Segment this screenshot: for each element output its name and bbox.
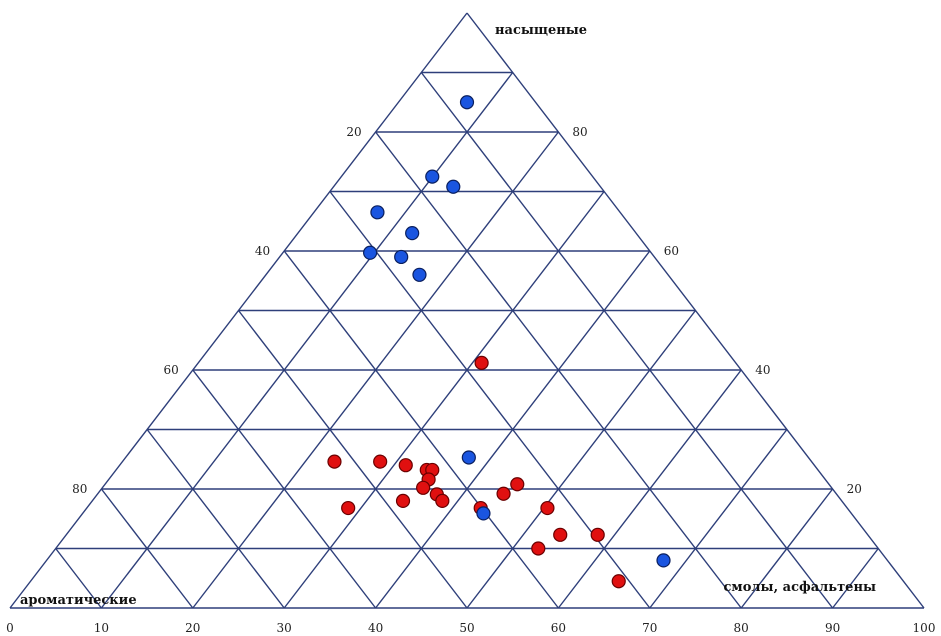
grid-right-parallel-70 [329,191,651,609]
left-tick-label-40: 40 [255,244,270,258]
red-point-8 [435,493,450,508]
blue-point-2 [446,179,461,194]
chart-grid [9,12,925,609]
blue-point-9 [476,506,491,521]
blue-point-3 [370,205,385,220]
grid-left-parallel-90 [832,548,879,609]
grid-left-parallel-50 [466,310,697,609]
red-point-14 [540,500,555,516]
grid-right-parallel-20 [100,488,194,609]
right-tick-label-20: 20 [847,482,862,496]
blue-point-0 [459,95,475,110]
red-point-16 [531,541,546,556]
blue-point-4 [405,226,420,241]
bottom-tick-label-90: 90 [825,621,840,635]
bottom-tick-label-40: 40 [368,621,383,635]
grid-right-parallel-10 [55,548,102,609]
blue-point-6 [394,249,409,265]
red-point-10 [341,500,356,516]
red-point-19 [474,355,489,370]
bottom-tick-label-30: 30 [277,621,292,635]
blue-point-1 [425,169,440,184]
grid-right-parallel-40 [192,369,377,609]
blue-point-7 [412,267,427,282]
chart-labels: 0 10 20 30 40 50 60 70 80 90 100 20 40 60 80 80 60 40 20 на… [6,23,935,635]
corner-label-resins: смолы, асфальтены [724,580,876,595]
bottom-tick-label-100: 100 [913,621,936,635]
bottom-tick-label-10: 10 [94,621,109,635]
right-tick-label-80: 80 [572,125,587,139]
bottom-tick-label-70: 70 [642,621,657,635]
red-point-18 [611,574,626,589]
bottom-tick-label-60: 60 [551,621,566,635]
left-tick-label-20: 20 [346,125,361,139]
red-point-6 [416,480,431,495]
bottom-tick-label-0: 0 [6,621,14,635]
red-point-0 [327,454,342,469]
blue-point-8 [461,450,476,465]
blue-point-5 [363,245,378,260]
grid-right-parallel-60 [283,250,559,609]
grid-right-parallel-30 [146,429,285,609]
red-point-2 [398,458,413,473]
blue-point-10 [656,553,671,568]
red-point-12 [496,486,511,501]
data-points [327,95,671,589]
left-tick-label-60: 60 [164,363,179,377]
grid-left-parallel-10 [100,72,514,609]
grid-left-parallel-30 [283,191,605,609]
bottom-tick-label-50: 50 [459,621,474,635]
corner-label-aromatic: ароматические [20,593,137,608]
red-point-13 [510,477,525,492]
red-point-1 [373,454,388,469]
grid-left-parallel-70 [649,429,788,609]
right-tick-label-40: 40 [755,363,770,377]
right-tick-label-60: 60 [664,244,679,258]
grid-right-parallel-50 [237,310,468,609]
bottom-tick-label-20: 20 [185,621,200,635]
red-point-9 [395,493,411,508]
bottom-tick-label-80: 80 [734,621,749,635]
corner-label-saturated: насыщеные [495,23,587,38]
red-point-15 [553,527,568,542]
red-point-17 [590,527,605,542]
left-tick-label-80: 80 [72,482,87,496]
grid-right-parallel-90 [420,72,834,609]
grid-right-parallel-80 [375,131,742,609]
